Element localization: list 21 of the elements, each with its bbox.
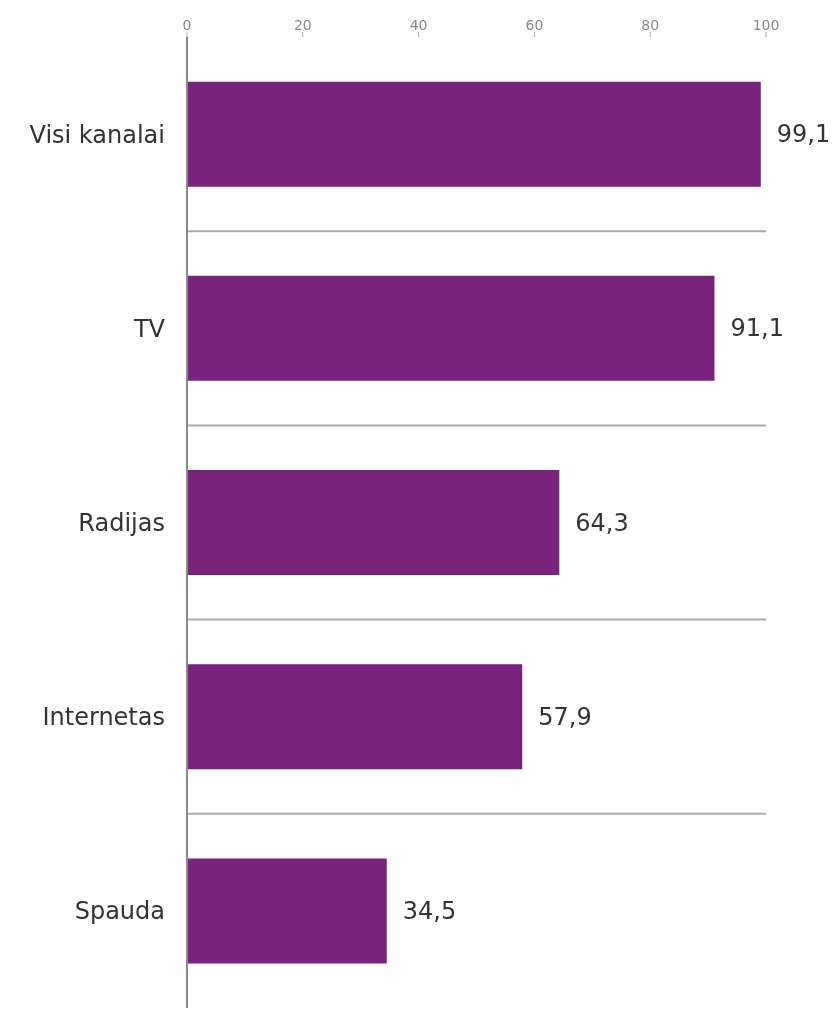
x-tick-label: 40 — [409, 17, 428, 33]
y-tick-label: TV — [132, 314, 166, 343]
bar — [187, 275, 715, 381]
x-tick-label: 100 — [752, 17, 780, 33]
bar — [187, 858, 387, 964]
data-label: 34,5 — [402, 896, 457, 925]
y-tick-label: Spauda — [74, 897, 165, 926]
x-tick-label: 20 — [293, 17, 312, 33]
data-label: 91,1 — [730, 314, 784, 343]
x-tick-label: 60 — [525, 17, 544, 33]
data-label: 99,1 — [776, 120, 831, 149]
data-label: 57,9 — [538, 702, 592, 731]
x-tick-label: 80 — [641, 17, 660, 33]
data-label: 64,3 — [575, 508, 629, 537]
y-tick-label: Radijas — [78, 509, 165, 538]
x-tick-label: 0 — [182, 17, 192, 33]
y-tick-label: Internetas — [42, 703, 165, 732]
bar — [187, 664, 523, 770]
y-tick-label: Visi kanalai — [29, 120, 165, 149]
bar — [187, 470, 560, 576]
bar — [187, 81, 761, 187]
